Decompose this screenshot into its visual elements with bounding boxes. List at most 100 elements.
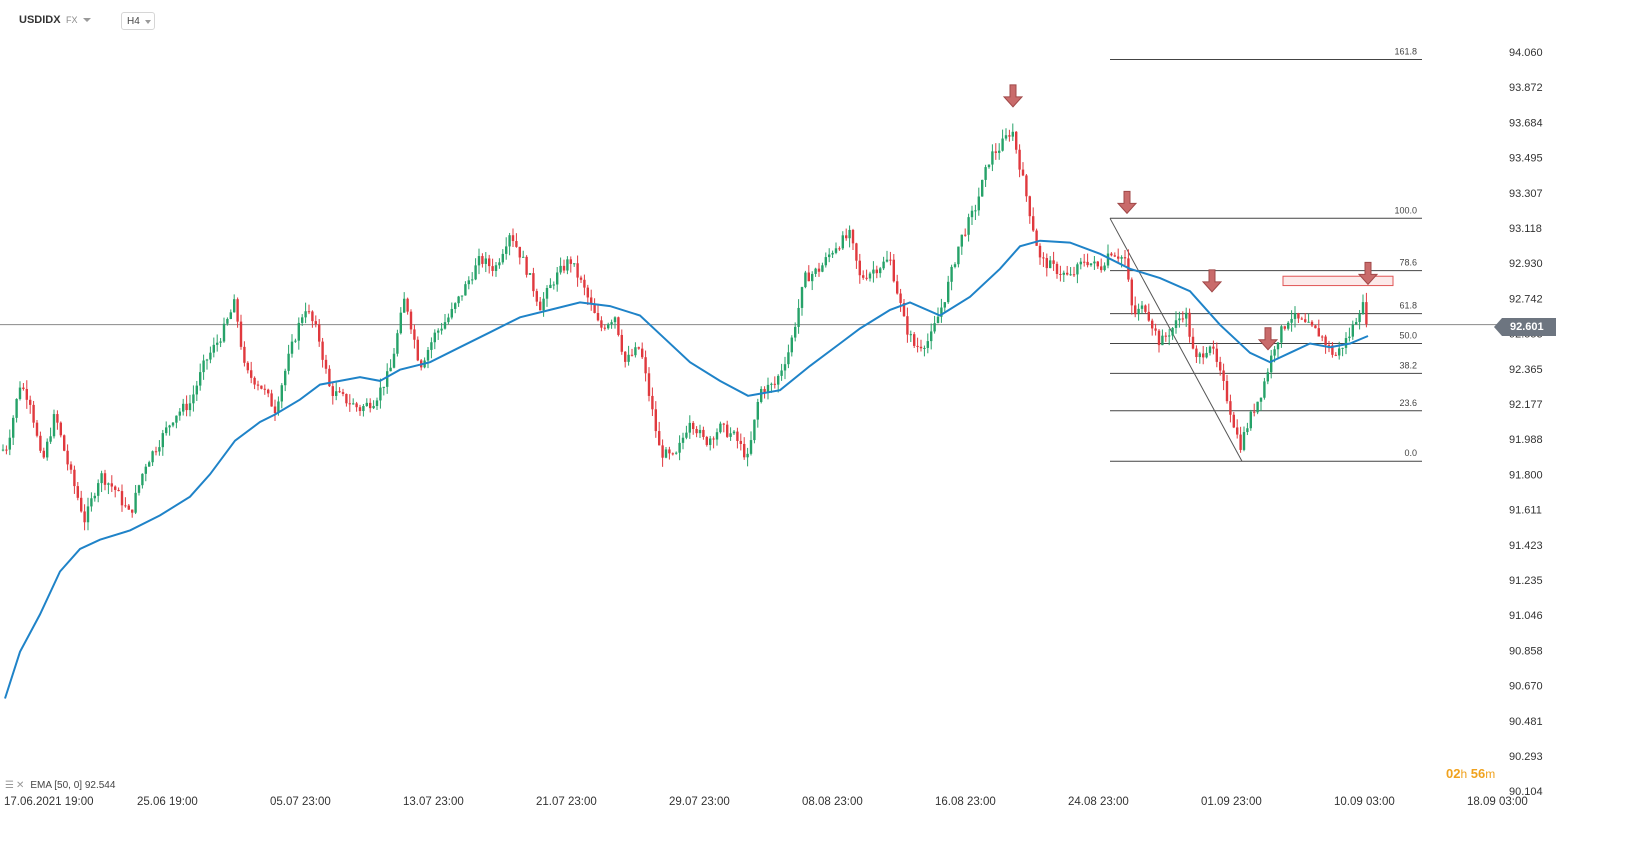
time-axis[interactable]: 17.06.2021 19:00 25.06 19:00 05.07 23:00 13…	[4, 796, 1528, 808]
candle-body	[437, 330, 440, 333]
candle-body	[76, 486, 79, 498]
candle	[1083, 253, 1086, 267]
candle	[573, 263, 576, 267]
candle	[450, 302, 453, 320]
candle-body	[403, 298, 406, 313]
candle	[984, 164, 987, 187]
candle-body	[705, 436, 708, 445]
candle-body	[494, 265, 498, 271]
candle-body	[1276, 342, 1280, 350]
candle	[1348, 327, 1351, 342]
candle-body	[433, 332, 436, 343]
candle	[705, 435, 708, 447]
fib-trend-line	[1109, 218, 1243, 462]
candle-body	[267, 389, 270, 394]
candle-body	[103, 473, 107, 485]
candle	[753, 419, 756, 444]
candle-body	[457, 296, 460, 304]
annotations[interactable]	[1002, 84, 1394, 351]
candle	[416, 336, 419, 362]
candle	[960, 234, 963, 255]
candle-body	[1239, 434, 1242, 450]
candle	[1242, 426, 1246, 452]
candle	[1015, 131, 1018, 154]
candle-body	[573, 263, 576, 265]
candle	[865, 269, 868, 281]
candle	[1164, 332, 1167, 342]
candle	[1028, 195, 1031, 224]
candle	[90, 492, 93, 512]
candle	[1021, 162, 1025, 177]
candle	[892, 254, 895, 283]
candle	[1076, 262, 1079, 284]
market-label[interactable]: FX	[66, 15, 78, 25]
candle-body	[770, 383, 773, 385]
candle	[406, 297, 409, 315]
candle-body	[29, 399, 32, 405]
candle	[243, 341, 246, 367]
candle	[175, 415, 178, 429]
candle	[192, 385, 195, 412]
candle	[120, 484, 124, 512]
candle	[743, 437, 746, 460]
candle-body	[994, 151, 997, 153]
candle	[1011, 123, 1014, 141]
candle	[46, 438, 49, 461]
candle-body	[1011, 131, 1014, 137]
candle-body	[491, 266, 494, 271]
candle	[348, 394, 351, 412]
candle	[1246, 422, 1249, 436]
fib-level-label: 50.0	[1399, 330, 1417, 340]
candle	[386, 363, 389, 394]
candle-body	[743, 443, 746, 458]
candle	[83, 504, 86, 531]
candle-body	[1317, 328, 1320, 337]
candle	[39, 431, 42, 453]
candle-body	[290, 341, 294, 354]
candle-body	[902, 302, 906, 317]
candle-body	[586, 287, 589, 298]
candle	[1249, 409, 1252, 431]
candle	[389, 359, 392, 372]
candle	[1134, 296, 1137, 318]
candle	[447, 313, 450, 325]
candle	[1045, 253, 1048, 277]
candle	[590, 289, 593, 311]
down-arrow-icon	[1357, 261, 1379, 286]
candle	[950, 264, 953, 291]
fibonacci-retracement[interactable]: 161.8 100.0 78.6 61.8 50.0 38.2 23.6 0.0	[1109, 46, 1422, 462]
candle	[69, 461, 73, 474]
timeframe-select[interactable]: H4	[121, 12, 155, 30]
candle-body	[749, 440, 753, 454]
candle-body	[950, 266, 953, 282]
candle	[542, 292, 545, 317]
candle-body	[800, 287, 804, 308]
candle-body	[345, 393, 348, 404]
candle-body	[1171, 327, 1174, 336]
symbol-label[interactable]: USDIDX	[19, 14, 61, 26]
y-tick-label: 93.684	[1509, 117, 1543, 129]
candle-body	[889, 259, 892, 261]
candle-body	[1096, 261, 1099, 267]
candle-body	[685, 432, 688, 438]
candle	[678, 435, 681, 461]
price-axis[interactable]: 94.060 93.872 93.684 93.495 93.307 93.118 92.9…	[1509, 47, 1543, 798]
candle-body	[311, 311, 314, 322]
candle-body	[1188, 312, 1191, 337]
timer-hours-unit: h	[1460, 767, 1468, 781]
candle	[732, 430, 736, 436]
candle	[882, 256, 885, 271]
candle-body	[120, 491, 124, 506]
chevron-down-icon[interactable]	[83, 18, 91, 22]
close-icon[interactable]: ✕	[15, 780, 25, 791]
candle	[426, 347, 430, 369]
candle-body	[916, 345, 919, 347]
candle	[440, 322, 443, 335]
y-tick-label: 90.858	[1509, 645, 1543, 657]
settings-icon[interactable]: ☰	[5, 780, 14, 791]
candle	[59, 421, 62, 438]
candle	[930, 323, 933, 350]
ema-legend[interactable]: ☰ ✕ EMA [50, 0] 92.544	[5, 780, 115, 791]
candle	[178, 408, 181, 421]
